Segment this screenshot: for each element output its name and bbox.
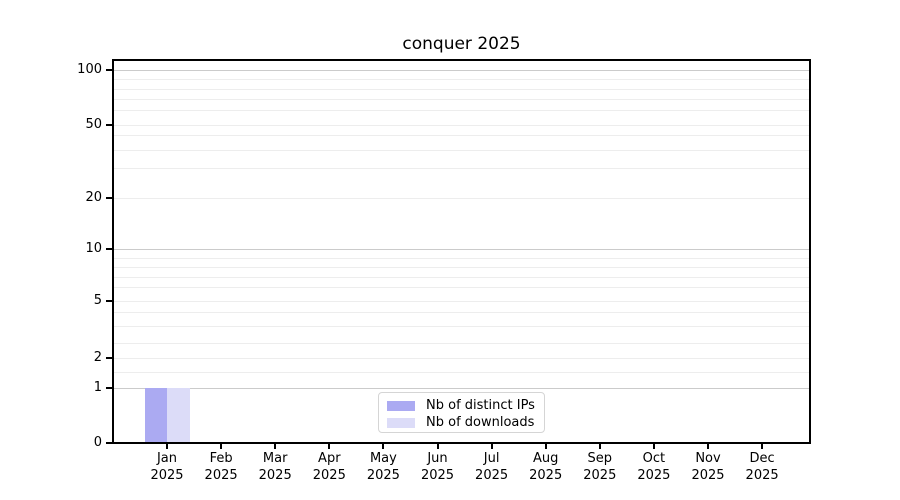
- y-tick-label-50: 50: [85, 117, 102, 132]
- gridline-minor: [113, 110, 810, 111]
- legend-swatch-downloads: [387, 418, 415, 428]
- y-tick-mark-2: [106, 357, 113, 359]
- y-tick-mark-1: [106, 387, 113, 389]
- x-tick-year-sep: 2025: [583, 468, 617, 483]
- x-tick-year-feb: 2025: [204, 468, 238, 483]
- x-tick-label-jun: Jun 2025: [406, 450, 470, 484]
- gridline-minor: [113, 343, 810, 344]
- x-tick-mark-mar: [274, 443, 277, 449]
- x-tick-year-may: 2025: [366, 468, 400, 483]
- gridline-20: [113, 198, 810, 199]
- y-tick-mark-100: [106, 69, 113, 71]
- x-tick-year-jun: 2025: [420, 468, 455, 483]
- y-tick-mark-0: [106, 442, 113, 444]
- gridline-minor: [113, 312, 810, 313]
- x-tick-label-oct: Oct 2025: [622, 450, 686, 484]
- plot-area: [113, 60, 810, 443]
- y-tick-label-2: 2: [93, 350, 102, 365]
- x-tick-label-feb: Feb 2025: [189, 450, 253, 484]
- gridline-minor: [113, 326, 810, 327]
- legend: Nb of distinct IPs Nb of downloads: [378, 392, 545, 433]
- x-tick-year-nov: 2025: [691, 468, 725, 483]
- y-tick-label-20: 20: [85, 190, 102, 205]
- y-tick-label-0: 0: [93, 435, 102, 450]
- x-tick-year-apr: 2025: [312, 468, 346, 483]
- x-tick-label-jan: Jan 2025: [135, 450, 199, 484]
- gridline-minor: [113, 168, 810, 169]
- y-tick-mark-50: [106, 124, 113, 126]
- x-tick-mark-sep: [598, 443, 601, 449]
- y-tick-mark-10: [106, 248, 113, 250]
- x-tick-label-dec: Dec 2025: [730, 450, 794, 484]
- x-tick-mark-jun: [436, 443, 439, 449]
- x-tick-year-jul: 2025: [475, 468, 509, 483]
- gridline-100: [113, 70, 810, 71]
- x-tick-year-oct: 2025: [637, 468, 671, 483]
- x-tick-mark-feb: [220, 443, 223, 449]
- gridline-10: [113, 249, 810, 250]
- y-tick-mark-20: [106, 197, 113, 199]
- x-tick-year-jan: 2025: [150, 468, 184, 483]
- gridline-50: [113, 125, 810, 126]
- bar-nb-of-distinct-ips-jan: [144, 388, 167, 443]
- y-tick-mark-5: [106, 300, 113, 302]
- x-tick-year-aug: 2025: [529, 468, 563, 483]
- legend-swatch-distinct-ips: [387, 401, 415, 411]
- gridline-minor: [113, 267, 810, 268]
- gridline-5: [113, 301, 810, 302]
- gridline-minor: [113, 150, 810, 151]
- x-tick-label-jul: Jul 2025: [460, 450, 524, 484]
- gridline-minor: [113, 135, 810, 136]
- x-tick-mark-oct: [652, 443, 655, 449]
- gridline-minor: [113, 99, 810, 100]
- x-tick-year-dec: 2025: [745, 468, 779, 483]
- y-tick-label-100: 100: [77, 62, 102, 77]
- x-tick-label-may: May 2025: [351, 450, 415, 484]
- x-tick-mark-jan: [166, 443, 168, 449]
- gridline-minor: [113, 258, 810, 259]
- x-tick-year-mar: 2025: [258, 468, 292, 483]
- gridline-1: [113, 388, 810, 389]
- x-tick-label-nov: Nov 2025: [676, 450, 740, 484]
- x-tick-label-sep: Sep 2025: [568, 450, 632, 484]
- y-tick-label-5: 5: [93, 293, 102, 308]
- x-tick-label-aug: Aug 2025: [514, 450, 578, 484]
- x-tick-label-apr: Apr 2025: [297, 450, 361, 484]
- x-tick-mark-may: [382, 443, 385, 449]
- legend-entry-downloads: Nb of downloads: [387, 415, 536, 431]
- gridline-minor: [113, 277, 810, 278]
- legend-entry-distinct-ips: Nb of distinct IPs: [387, 398, 536, 414]
- gridline-minor: [113, 89, 810, 90]
- legend-label-distinct-ips: Nb of distinct IPs: [426, 398, 535, 413]
- chart-title: conquer 2025: [402, 34, 521, 54]
- x-tick-mark-dec: [761, 443, 764, 449]
- gridline-minor: [113, 79, 810, 80]
- bar-nb-of-downloads-jan: [167, 388, 190, 443]
- gridline-minor: [113, 372, 810, 373]
- x-tick-mark-apr: [328, 443, 331, 449]
- y-tick-label-10: 10: [85, 241, 102, 256]
- gridline-minor: [113, 287, 810, 288]
- x-tick-label-mar: Mar 2025: [243, 450, 307, 484]
- x-tick-mark-aug: [544, 443, 547, 449]
- x-tick-mark-nov: [707, 443, 709, 449]
- legend-label-downloads: Nb of downloads: [426, 415, 535, 430]
- gridline-2: [113, 358, 810, 359]
- x-tick-mark-jul: [490, 443, 493, 449]
- y-tick-label-1: 1: [93, 380, 102, 395]
